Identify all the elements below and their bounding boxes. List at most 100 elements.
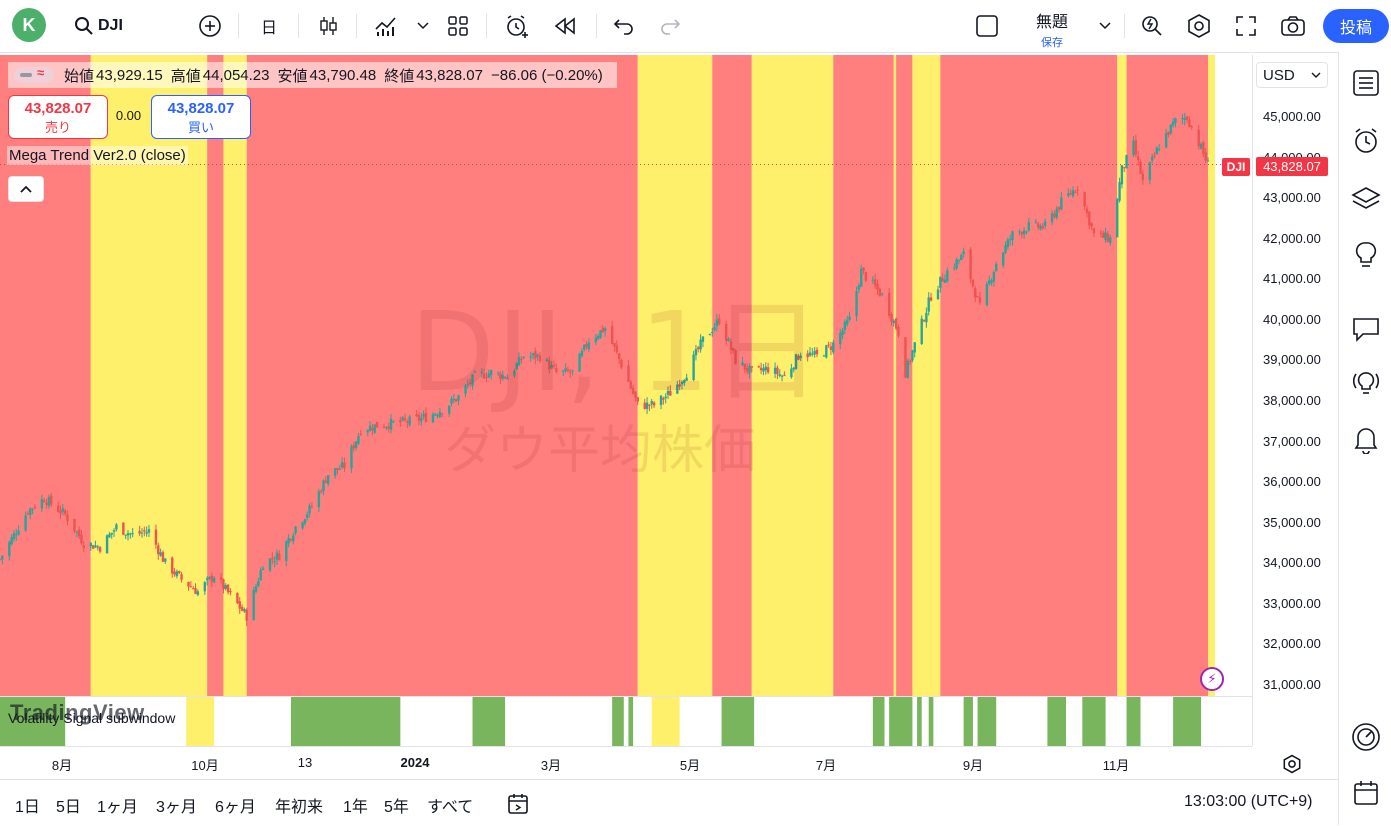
range-button[interactable]: 6ヶ月 xyxy=(215,799,256,816)
snapshot-button[interactable] xyxy=(1276,10,1310,42)
object-tree-button[interactable] xyxy=(1349,182,1383,216)
candle-body xyxy=(17,530,20,535)
main-chart-pane[interactable]: DJI, 1日 ダウ平均株価 xyxy=(0,55,1252,696)
redo-button[interactable] xyxy=(654,10,686,42)
settings-button[interactable] xyxy=(1182,10,1216,42)
candle-body xyxy=(501,374,504,379)
replay-button[interactable] xyxy=(548,10,582,42)
candle-body xyxy=(140,532,144,534)
candle-body xyxy=(1102,233,1105,238)
candle-body xyxy=(1099,232,1103,234)
indicator-label[interactable]: Mega Trend Ver2.0 (close) xyxy=(7,146,188,165)
symbol-search-button[interactable]: DJI xyxy=(74,10,134,42)
candle-body xyxy=(792,367,795,370)
trend-zone-neutral xyxy=(912,55,941,696)
goto-date-button[interactable] xyxy=(506,792,536,816)
currency-selector[interactable]: USD xyxy=(1256,62,1328,88)
data-window-button[interactable] xyxy=(1349,720,1383,754)
candle-body xyxy=(799,355,802,359)
range-button[interactable]: 1日 xyxy=(15,799,40,816)
candle-body xyxy=(1036,223,1040,228)
subwindow-block-signal xyxy=(917,697,922,747)
interval-button[interactable]: 日 xyxy=(260,20,277,37)
candle-body xyxy=(666,390,670,395)
bottom-toolbar: 1日 5日 1ヶ月 3ヶ月 6ヶ月 年初来 1年 5年 すべて 13:03:00 (UTC+9) xyxy=(0,779,1338,826)
watchlist-button[interactable] xyxy=(1349,66,1383,100)
range-button[interactable]: 3ヶ月 xyxy=(156,799,197,816)
alert-button[interactable] xyxy=(500,10,534,42)
trend-zone-bear xyxy=(712,55,752,696)
candle-body xyxy=(1006,239,1010,247)
subwindow-block-neutral xyxy=(651,697,680,747)
trend-zone-neutral xyxy=(637,55,713,696)
candle-body xyxy=(552,365,556,367)
candle-body xyxy=(401,417,404,421)
indicators-button[interactable] xyxy=(370,10,402,42)
lightning-icon[interactable]: ⚡ xyxy=(1200,667,1224,691)
candle-body xyxy=(306,514,309,518)
candle-body xyxy=(515,363,518,370)
range-button[interactable]: 1ヶ月 xyxy=(97,799,138,816)
candle-body xyxy=(122,522,125,535)
ideas-button[interactable] xyxy=(1349,238,1383,272)
candle-body xyxy=(925,312,928,323)
range-button[interactable]: 5日 xyxy=(56,799,81,816)
undo-button[interactable] xyxy=(608,10,640,42)
candle-body xyxy=(1148,162,1152,181)
current-symbol-tag: DJI xyxy=(1222,158,1250,176)
clock-timezone[interactable]: 13:03:00 (UTC+9) xyxy=(1184,793,1313,810)
axis-settings-button[interactable] xyxy=(1276,752,1308,776)
candle-body xyxy=(229,591,232,593)
candle-body xyxy=(943,279,947,283)
candle-body xyxy=(438,411,442,418)
candle-body xyxy=(105,535,109,554)
calendar-button[interactable] xyxy=(1349,776,1383,810)
trend-zone-bear xyxy=(246,55,638,696)
layout-dropdown[interactable] xyxy=(1094,10,1116,42)
range-button[interactable]: 5年 xyxy=(384,799,409,816)
candle-body xyxy=(75,531,79,533)
fullscreen-button[interactable] xyxy=(1230,10,1262,42)
candle-body xyxy=(701,336,705,342)
candle-body xyxy=(108,534,111,538)
price-axis-label: 37,000.00 xyxy=(1263,433,1321,449)
buy-label: 買い xyxy=(187,120,214,135)
range-button[interactable]: すべて xyxy=(427,799,474,816)
candle-body xyxy=(783,374,786,376)
price-chart[interactable] xyxy=(0,55,1252,696)
collapse-legend-button[interactable] xyxy=(8,176,44,202)
candle-body xyxy=(354,441,358,448)
layout-grid-button[interactable] xyxy=(442,10,474,42)
candle-body xyxy=(1204,152,1207,161)
user-avatar[interactable]: K xyxy=(12,8,46,42)
quick-search-button[interactable] xyxy=(1136,10,1168,42)
compare-symbol-button[interactable] xyxy=(194,10,226,42)
alerts-sidebar-button[interactable] xyxy=(1349,124,1383,158)
candle-body xyxy=(1197,129,1200,147)
streams-button[interactable] xyxy=(1349,366,1383,400)
post-button[interactable]: 投稿 xyxy=(1323,9,1389,43)
select-checkbox-button[interactable] xyxy=(970,10,1004,42)
legend-toggle[interactable]: ≈ xyxy=(14,65,54,83)
notifications-button[interactable] xyxy=(1349,422,1383,456)
candle-body xyxy=(268,558,272,571)
candle-body xyxy=(24,515,27,531)
chart-type-button[interactable] xyxy=(312,10,344,42)
change-value: −86.06 (−0.20%) xyxy=(491,66,603,84)
sell-button[interactable]: 43,828.07 売り xyxy=(8,95,108,139)
range-button[interactable]: 1年 xyxy=(343,799,368,816)
buy-button[interactable]: 43,828.07 買い xyxy=(151,95,251,139)
candle-body xyxy=(303,519,307,524)
chats-button[interactable] xyxy=(1349,312,1383,346)
candle-body xyxy=(1164,133,1168,148)
candle-body xyxy=(389,418,393,430)
candle-body xyxy=(271,557,274,560)
volatility-subwindow[interactable] xyxy=(0,696,1252,747)
range-button[interactable]: 年初来 xyxy=(275,799,324,816)
indicators-dropdown[interactable] xyxy=(412,10,434,42)
layout-name-button[interactable]: 無題 保存 xyxy=(1020,8,1084,50)
time-axis[interactable]: 8月 10月 13 2024 3月 5月 7月 9月 11月 xyxy=(0,746,1252,779)
candle-body xyxy=(506,377,509,380)
candle-body xyxy=(1069,193,1072,195)
candle-body xyxy=(417,415,421,421)
